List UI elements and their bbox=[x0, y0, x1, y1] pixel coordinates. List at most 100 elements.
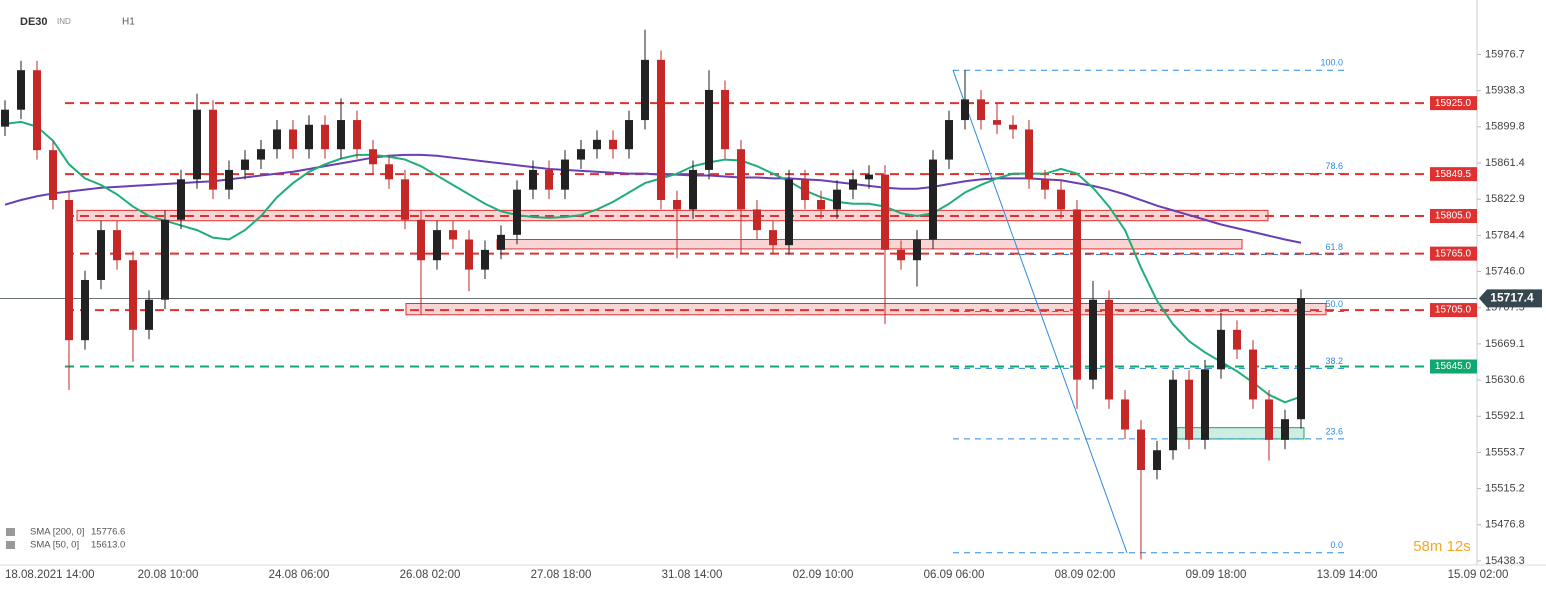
interval[interactable]: H1 bbox=[122, 17, 135, 28]
y-tick-label: 15784.4 bbox=[1485, 229, 1525, 241]
fib-label: 38.2 bbox=[1325, 356, 1343, 366]
candle-body bbox=[689, 169, 697, 210]
legend-name[interactable]: SMA [50, 0] bbox=[30, 540, 79, 551]
legend-icon[interactable] bbox=[6, 541, 15, 549]
candle-body bbox=[1025, 129, 1033, 180]
candle-body bbox=[81, 279, 89, 341]
candle-body bbox=[961, 99, 969, 121]
level-tag bbox=[1430, 209, 1477, 224]
candle-body bbox=[1265, 399, 1273, 440]
candle-body bbox=[849, 179, 857, 190]
candle-body bbox=[97, 230, 105, 280]
level-label: 15765.0 bbox=[1435, 248, 1472, 259]
candle-body bbox=[433, 230, 441, 261]
fib-label: 0.0 bbox=[1330, 540, 1343, 550]
fib-trend-line bbox=[952, 70, 1128, 553]
candle-body bbox=[1249, 349, 1257, 400]
current-price-label: 15717.4 bbox=[1490, 291, 1534, 305]
candle-timer: 58m 12s bbox=[1413, 538, 1471, 555]
x-tick-label: 06.09 06:00 bbox=[924, 569, 985, 581]
level-label: 15645.0 bbox=[1435, 361, 1472, 372]
legend-value: 15613.0 bbox=[91, 540, 125, 551]
level-label: 15805.0 bbox=[1435, 211, 1472, 222]
candle-body bbox=[1, 109, 9, 127]
candle-body bbox=[753, 209, 761, 231]
candle-body bbox=[1201, 369, 1209, 440]
candle-body bbox=[49, 150, 57, 201]
candle-body bbox=[225, 169, 233, 190]
x-tick-label: 26.08 02:00 bbox=[400, 569, 461, 581]
candle-body bbox=[833, 189, 841, 210]
x-tick-label: 13.09 14:00 bbox=[1317, 569, 1378, 581]
candle-body bbox=[465, 239, 473, 270]
candle-body bbox=[545, 169, 553, 190]
sma-line bbox=[4, 153, 1302, 244]
candle-body bbox=[785, 179, 793, 246]
candle-body bbox=[593, 139, 601, 150]
x-tick-label: 27.08 18:00 bbox=[531, 569, 592, 581]
candle-body bbox=[369, 149, 377, 165]
candle-body bbox=[193, 109, 201, 180]
candle-body bbox=[657, 59, 665, 201]
x-tick-label: 08.09 02:00 bbox=[1055, 569, 1116, 581]
candle-body bbox=[273, 129, 281, 150]
candle-body bbox=[977, 99, 985, 121]
instrument-kind[interactable]: IND bbox=[57, 17, 71, 26]
y-tick-label: 15746.0 bbox=[1485, 265, 1525, 277]
y-tick-label: 15630.6 bbox=[1485, 374, 1525, 386]
candle-body bbox=[145, 299, 153, 330]
candle-body bbox=[417, 219, 425, 261]
candle-body bbox=[913, 239, 921, 261]
fib-label: 78.6 bbox=[1325, 161, 1343, 171]
candle-body bbox=[1121, 399, 1129, 430]
level-label: 15705.0 bbox=[1435, 305, 1472, 316]
candle-body bbox=[513, 189, 521, 235]
candle-body bbox=[305, 124, 313, 150]
fib-label: 50.0 bbox=[1325, 299, 1343, 309]
candle-body bbox=[321, 124, 329, 150]
x-tick-label: 24.08 06:00 bbox=[269, 569, 330, 581]
candle-body bbox=[529, 169, 537, 190]
x-tick-label: 15.09 02:00 bbox=[1448, 569, 1509, 581]
candle-body bbox=[641, 59, 649, 121]
candle-body bbox=[1297, 298, 1305, 420]
legend-name[interactable]: SMA [200, 0] bbox=[30, 527, 84, 538]
candle-body bbox=[481, 249, 489, 270]
level-tag bbox=[1430, 167, 1477, 182]
candle-body bbox=[209, 109, 217, 190]
candle-body bbox=[705, 89, 713, 170]
candle-body bbox=[1217, 329, 1225, 370]
candle-body bbox=[1041, 179, 1049, 190]
x-tick-label: 31.08 14:00 bbox=[662, 569, 723, 581]
y-tick-label: 15822.9 bbox=[1485, 193, 1525, 205]
candle-body bbox=[609, 139, 617, 150]
sma-line bbox=[4, 120, 1302, 404]
candle-body bbox=[1169, 379, 1177, 451]
candle-body bbox=[113, 230, 121, 261]
candle-body bbox=[33, 70, 41, 151]
symbol: DE30 bbox=[20, 16, 48, 28]
fib-label: 61.8 bbox=[1325, 242, 1343, 252]
y-tick-label: 15553.7 bbox=[1485, 446, 1525, 458]
candle-body bbox=[1009, 124, 1017, 130]
level-tag bbox=[1430, 359, 1477, 374]
candle-body bbox=[993, 120, 1001, 125]
candle-body bbox=[1057, 189, 1065, 210]
candle-body bbox=[257, 149, 265, 160]
candle-body bbox=[65, 200, 73, 341]
candle-body bbox=[769, 230, 777, 246]
candle-body bbox=[401, 179, 409, 220]
legend-icon[interactable] bbox=[6, 528, 15, 536]
candle-body bbox=[289, 129, 297, 150]
candle-body bbox=[897, 249, 905, 261]
candle-body bbox=[17, 70, 25, 110]
y-tick-label: 15938.3 bbox=[1485, 85, 1525, 97]
x-tick-label: 09.09 18:00 bbox=[1186, 569, 1247, 581]
candle-body bbox=[177, 179, 185, 220]
candle-body bbox=[737, 149, 745, 210]
candle-body bbox=[353, 120, 361, 150]
y-tick-label: 15669.1 bbox=[1485, 338, 1525, 350]
candle-body bbox=[1073, 209, 1081, 380]
candle-body bbox=[337, 120, 345, 150]
